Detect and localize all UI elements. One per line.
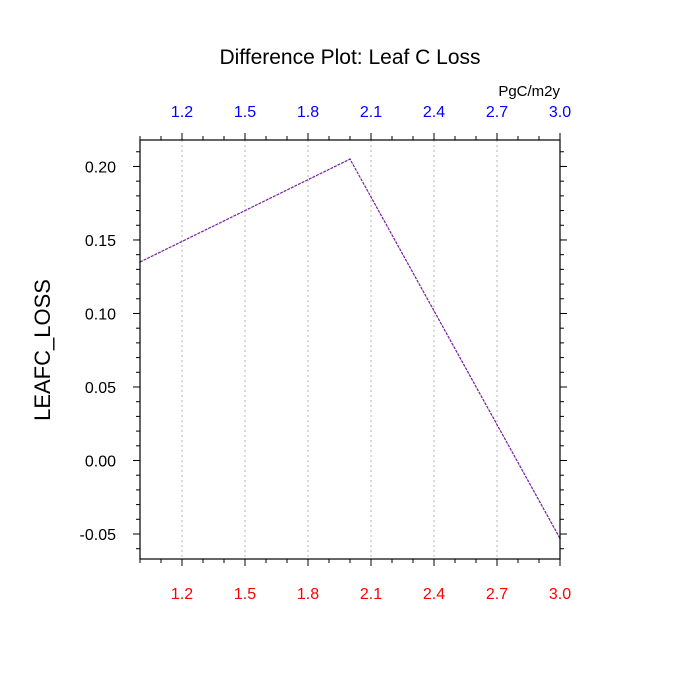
x-tick-label-top: 2.4 <box>423 104 445 121</box>
x-tick-label-top: 1.5 <box>234 104 256 121</box>
plot-frame <box>139 139 561 560</box>
x-tick-label-bottom: 3.0 <box>549 586 571 603</box>
chart-title: Difference Plot: Leaf C Loss <box>219 46 480 69</box>
series-group <box>139 158 561 540</box>
y-tick-label: 0.20 <box>85 159 116 176</box>
axis-ticks <box>133 133 567 566</box>
x-tick-label-bottom: 1.2 <box>171 586 193 603</box>
x-tick-label-top: 1.2 <box>171 104 193 121</box>
y-tick-label: 0.10 <box>85 306 116 323</box>
y-axis-label: LEAFC_LOSS <box>30 279 55 421</box>
x-tick-label-top: 1.8 <box>297 104 319 121</box>
tick-labels: 1.2 1.2 1.5 1.5 1.8 1.8 2.1 2.1 2.4 2.4 2.7 2.7 3.0 3… <box>80 104 572 603</box>
y-tick-label: 0.05 <box>85 380 116 397</box>
y-tick-label: 0.00 <box>85 453 116 470</box>
x-tick-label-bottom: 2.4 <box>423 586 445 603</box>
data-point <box>349 158 351 160</box>
x-tick-label-bottom: 1.8 <box>297 586 319 603</box>
y-tick-label: 0.15 <box>85 233 116 250</box>
x-tick-label-bottom: 1.5 <box>234 586 256 603</box>
x-tick-label-top: 3.0 <box>549 104 571 121</box>
x-tick-label-top: 2.7 <box>486 104 508 121</box>
y-tick-label: -0.05 <box>80 527 117 544</box>
x-tick-label-bottom: 2.7 <box>486 586 508 603</box>
x-tick-label-bottom: 2.1 <box>360 586 382 603</box>
units-label: PgC/m2y <box>498 83 560 100</box>
x-tick-label-top: 2.1 <box>360 104 382 121</box>
grid <box>181 140 498 559</box>
